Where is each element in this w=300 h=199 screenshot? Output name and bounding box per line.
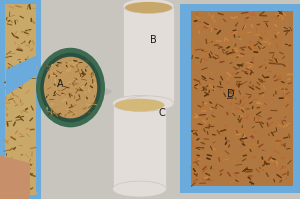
Ellipse shape [36,48,105,127]
Ellipse shape [40,53,101,122]
Polygon shape [0,155,30,199]
Text: C: C [159,108,165,118]
Ellipse shape [112,96,166,111]
Text: A: A [57,79,63,89]
Ellipse shape [123,0,174,14]
Bar [0,0,2,199]
Text: D: D [227,89,235,99]
Bar [123,6,174,103]
Bar [190,11,292,186]
Bar [112,103,166,189]
Ellipse shape [112,181,166,197]
Polygon shape [6,56,36,96]
Bar [4,4,36,195]
Ellipse shape [123,96,174,111]
Bar [180,4,300,193]
Ellipse shape [44,57,97,118]
Ellipse shape [32,85,112,99]
Text: B: B [150,35,156,45]
Ellipse shape [125,2,172,13]
Bar [0,0,40,199]
Ellipse shape [115,99,164,111]
